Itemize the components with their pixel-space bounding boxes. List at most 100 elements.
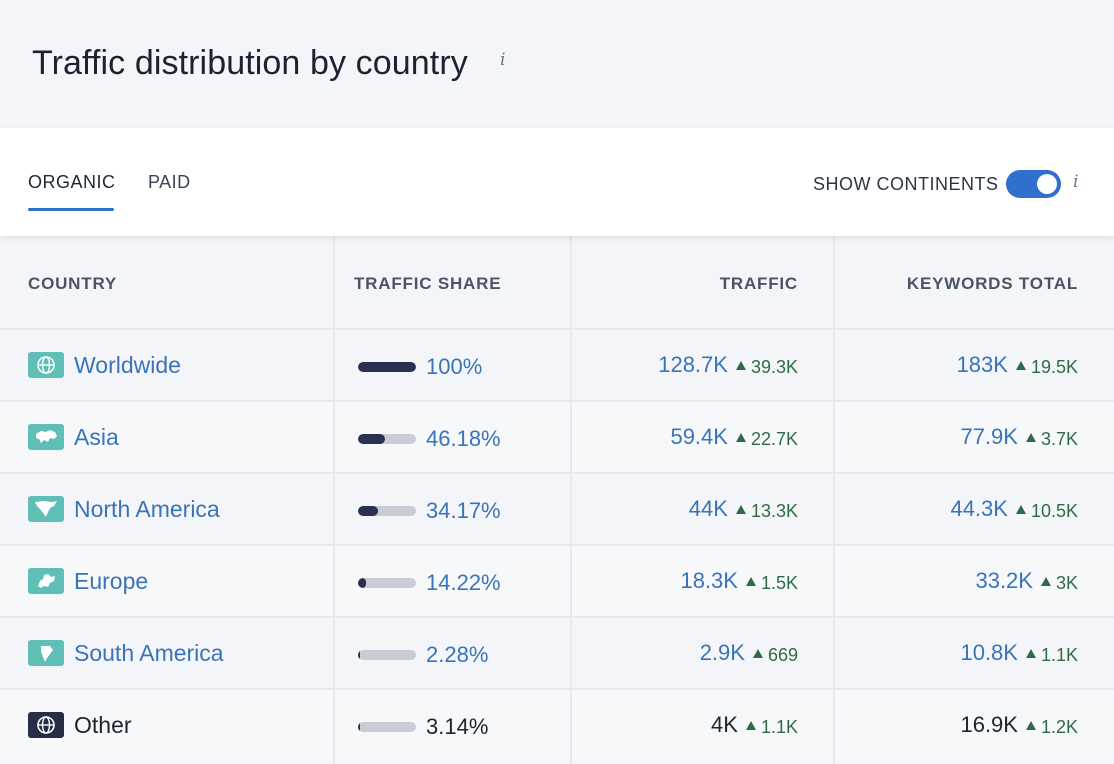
traffic-delta-value: 1.1K xyxy=(760,717,798,737)
show-continents-toggle[interactable] xyxy=(1006,170,1061,198)
traffic-delta: 669 xyxy=(752,645,798,666)
traffic-delta-value: 22.7K xyxy=(750,429,798,449)
asia-map-icon xyxy=(28,424,64,450)
keywords-delta-value: 3.7K xyxy=(1040,429,1078,449)
keywords-delta-value: 19.5K xyxy=(1030,357,1078,377)
traffic-value[interactable]: 44K xyxy=(688,496,728,521)
traffic-cell: 128.7K 39.3K xyxy=(658,352,798,382)
up-arrow-icon xyxy=(1040,577,1051,586)
country-name: Other xyxy=(74,712,132,738)
table-row: Asia 46.18% 59.4K 22.7K 77.9K 3.7K xyxy=(0,400,1114,472)
traffic-delta: 22.7K xyxy=(735,429,798,450)
keywords-delta-value: 1.2K xyxy=(1040,717,1078,737)
traffic-delta-value: 669 xyxy=(767,645,798,665)
keywords-delta: 1.1K xyxy=(1025,645,1078,666)
keywords-delta: 3K xyxy=(1040,573,1078,594)
active-tab-indicator xyxy=(28,208,114,211)
up-arrow-icon xyxy=(735,505,746,514)
tabs-bar: ORGANIC PAID SHOW CONTINENTS i xyxy=(0,128,1114,236)
keywords-delta-value: 1.1K xyxy=(1040,645,1078,665)
keywords-value[interactable]: 183K xyxy=(956,352,1008,377)
toggle-knob xyxy=(1037,174,1057,194)
continents-info-icon[interactable]: i xyxy=(1073,172,1079,192)
up-arrow-icon xyxy=(735,433,746,442)
traffic-delta-value: 39.3K xyxy=(750,357,798,377)
keywords-value: 16.9K xyxy=(960,712,1018,737)
up-arrow-icon xyxy=(1025,649,1036,658)
traffic-cell: 18.3K 1.5K xyxy=(680,568,798,598)
traffic-delta: 1.5K xyxy=(745,573,798,594)
globe-icon xyxy=(28,352,64,378)
widget-header: Traffic distribution by country i xyxy=(0,0,1114,128)
keywords-delta-value: 3K xyxy=(1055,573,1078,593)
up-arrow-icon xyxy=(1015,361,1026,370)
keywords-value[interactable]: 44.3K xyxy=(950,496,1008,521)
country-name[interactable]: Worldwide xyxy=(74,352,181,378)
table-row: North America 34.17% 44K 13.3K 44.3K 10.5K xyxy=(0,472,1114,544)
column-divider xyxy=(570,236,572,764)
traffic-share-value: 3.14% xyxy=(426,714,489,739)
up-arrow-icon xyxy=(745,577,756,586)
traffic-share-bar-fill xyxy=(358,434,385,444)
keywords-value[interactable]: 10.8K xyxy=(960,640,1018,665)
up-arrow-icon xyxy=(1015,505,1026,514)
traffic-cell: 59.4K 22.7K xyxy=(670,424,798,454)
country-name[interactable]: South America xyxy=(74,640,224,666)
column-header-traffic[interactable]: TRAFFIC xyxy=(719,274,798,293)
keywords-value[interactable]: 33.2K xyxy=(975,568,1033,593)
traffic-share-bar xyxy=(358,722,416,732)
up-arrow-icon xyxy=(735,361,746,370)
keywords-delta: 10.5K xyxy=(1015,501,1078,522)
title-info-icon[interactable]: i xyxy=(500,50,506,70)
keywords-value[interactable]: 77.9K xyxy=(960,424,1018,449)
table-row: Other 3.14% 4K 1.1K 16.9K 1.2K xyxy=(0,688,1114,760)
traffic-share-value: 46.18% xyxy=(426,426,501,451)
column-header-country[interactable]: COUNTRY xyxy=(28,274,118,293)
country-name[interactable]: Asia xyxy=(74,424,119,450)
traffic-cell: 4K 1.1K xyxy=(711,712,798,742)
keywords-cell: 44.3K 10.5K xyxy=(950,496,1078,526)
up-arrow-icon xyxy=(1025,721,1036,730)
traffic-share-bar xyxy=(358,434,416,444)
traffic-delta: 39.3K xyxy=(735,357,798,378)
show-continents-label: SHOW CONTINENTS xyxy=(813,174,999,194)
keywords-cell: 77.9K 3.7K xyxy=(960,424,1078,454)
traffic-value[interactable]: 2.9K xyxy=(699,640,745,665)
keywords-delta: 19.5K xyxy=(1015,357,1078,378)
traffic-share-bar-fill xyxy=(358,362,416,372)
traffic-share-bar-fill xyxy=(358,722,360,732)
country-name[interactable]: North America xyxy=(74,496,220,522)
traffic-share-bar-fill xyxy=(358,506,378,516)
traffic-delta: 13.3K xyxy=(735,501,798,522)
traffic-share-bar xyxy=(358,650,416,660)
traffic-value[interactable]: 128.7K xyxy=(658,352,728,377)
keywords-delta: 1.2K xyxy=(1025,717,1078,738)
up-arrow-icon xyxy=(745,721,756,730)
north-america-map-icon xyxy=(28,496,64,522)
column-divider xyxy=(333,236,335,764)
tab-organic[interactable]: ORGANIC xyxy=(28,172,116,192)
table-row: Worldwide 100% 128.7K 39.3K 183K 19.5K xyxy=(0,328,1114,400)
keywords-delta: 3.7K xyxy=(1025,429,1078,450)
keywords-delta-value: 10.5K xyxy=(1030,501,1078,521)
traffic-value[interactable]: 59.4K xyxy=(670,424,728,449)
traffic-value: 4K xyxy=(711,712,738,737)
country-table: COUNTRY TRAFFIC SHARE TRAFFIC KEYWORDS T… xyxy=(0,236,1114,764)
keywords-cell: 16.9K 1.2K xyxy=(960,712,1078,742)
traffic-value[interactable]: 18.3K xyxy=(680,568,738,593)
south-america-map-icon xyxy=(28,640,64,666)
country-name[interactable]: Europe xyxy=(74,568,149,594)
traffic-share-bar-fill xyxy=(358,578,367,588)
traffic-cell: 2.9K 669 xyxy=(700,640,798,670)
traffic-share-value: 2.28% xyxy=(426,642,489,667)
globe-icon xyxy=(28,712,64,738)
tab-paid[interactable]: PAID xyxy=(148,172,191,192)
keywords-cell: 33.2K 3K xyxy=(975,568,1078,598)
traffic-share-value: 34.17% xyxy=(426,498,501,523)
column-header-traffic-share[interactable]: TRAFFIC SHARE xyxy=(354,274,502,293)
traffic-share-value: 100% xyxy=(426,354,483,379)
column-header-keywords-total[interactable]: KEYWORDS TOTAL xyxy=(906,274,1078,293)
table-row: Europe 14.22% 18.3K 1.5K 33.2K 3K xyxy=(0,544,1114,616)
table-header: COUNTRY TRAFFIC SHARE TRAFFIC KEYWORDS T… xyxy=(0,236,1114,328)
